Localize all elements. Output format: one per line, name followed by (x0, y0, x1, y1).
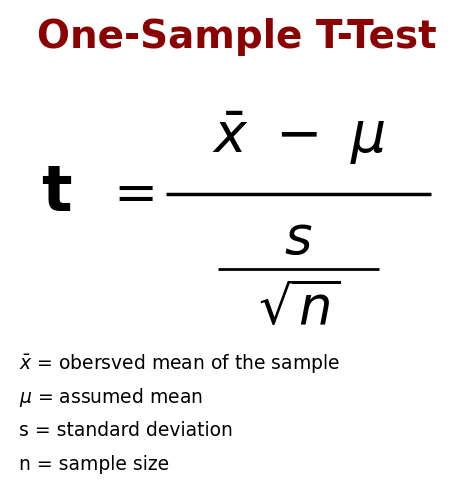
Text: $\mathbf{t}$: $\mathbf{t}$ (41, 163, 73, 224)
Text: $=$: $=$ (102, 168, 154, 219)
Text: $\bar{x}$ = obersved mean of the sample: $\bar{x}$ = obersved mean of the sample (19, 352, 340, 375)
Text: $\sqrt{n}$: $\sqrt{n}$ (257, 284, 340, 335)
Text: s = standard deviation: s = standard deviation (19, 421, 233, 440)
Text: One-Sample T-Test: One-Sample T-Test (37, 18, 437, 56)
Text: $\bar{x}\ -\ \mu$: $\bar{x}\ -\ \mu$ (212, 110, 385, 167)
Text: n = sample size: n = sample size (19, 455, 169, 474)
Text: $s$: $s$ (284, 213, 313, 265)
Text: $\mu$ = assumed mean: $\mu$ = assumed mean (19, 386, 203, 409)
